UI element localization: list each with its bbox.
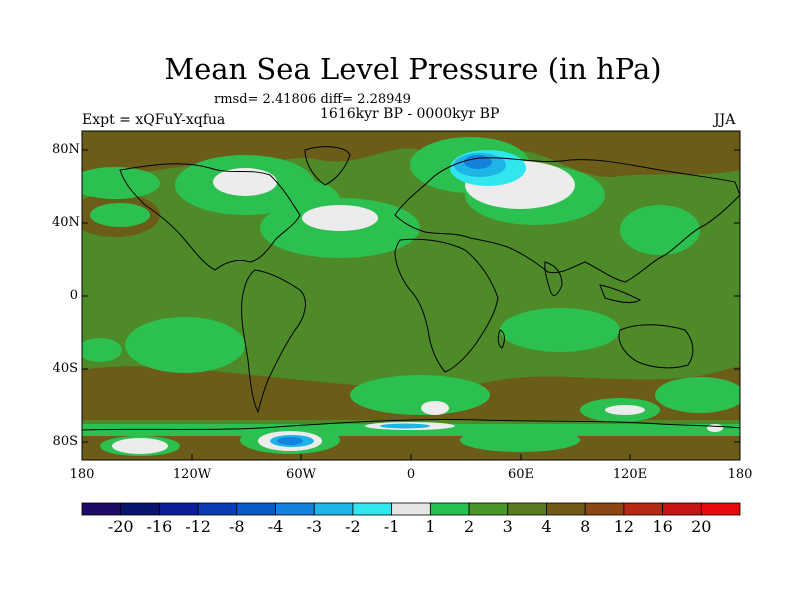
colorbar-label: -16: [146, 517, 173, 536]
lon-tick-label: 60E: [507, 467, 535, 482]
colorbar-label: 20: [691, 517, 712, 536]
colorbar-swatch: [507, 502, 547, 516]
colorbar-swatch: [275, 502, 315, 516]
colorbar-label: 2: [463, 517, 475, 536]
coastlines: [82, 146, 740, 431]
lat-tick-label: 80S: [52, 434, 78, 449]
period-label: 1616kyr BP - 0000kyr BP: [320, 106, 500, 122]
colorbar-label: 1: [425, 517, 436, 536]
green-region: [655, 377, 740, 413]
colorbar-swatch: [662, 502, 702, 516]
green-region: [82, 424, 740, 436]
rmsd-diff-stats: rmsd= 2.41806 diff= 2.28949: [214, 92, 411, 107]
colorbar-swatch: [623, 502, 663, 516]
lon-tick-label: 120W: [172, 467, 212, 482]
lat-tick-label: 40S: [52, 361, 78, 376]
green-region: [500, 308, 620, 352]
north-4-8: [82, 131, 740, 178]
green-region: [350, 375, 490, 415]
season-label: JJA: [714, 112, 736, 128]
blue-region: [464, 155, 492, 169]
lon-tick-label: 180: [69, 467, 95, 482]
colorbar-swatch: [468, 502, 509, 516]
colorbar-swatch: [391, 502, 431, 516]
colorbar-label: -20: [107, 517, 134, 536]
white-region: [707, 424, 723, 432]
colorbar-swatch: [584, 502, 625, 516]
colorbar-label: -3: [306, 517, 323, 536]
blue-region: [380, 423, 430, 429]
lat-tick-label: 0: [69, 288, 78, 303]
white-region: [605, 405, 645, 415]
colorbar-swatch: [81, 502, 122, 516]
colorbar-swatch: [120, 502, 160, 516]
colorbar-label: -12: [185, 517, 211, 536]
white-region: [302, 205, 378, 231]
green-region: [90, 203, 150, 227]
colorbar-label: 3: [502, 517, 513, 536]
lat-tick-label: 80N: [52, 142, 80, 157]
colorbar-label: -2: [345, 517, 361, 536]
green-region: [82, 167, 160, 199]
colorbar-label: -1: [383, 517, 400, 536]
colorbar-swatch: [313, 502, 354, 516]
colorbar-label: -4: [267, 517, 284, 536]
green-region: [82, 338, 122, 362]
colorbar: [81, 502, 741, 516]
lon-tick-label: 120E: [612, 467, 648, 482]
white-region: [112, 438, 168, 454]
colorbar-swatch: [236, 502, 276, 516]
experiment-label: Expt = xQFuY-xqfua: [82, 112, 226, 128]
axis-ticks: [81, 149, 741, 460]
colorbar-swatch: [429, 502, 470, 516]
lat-tick-label: 40N: [52, 215, 80, 230]
lon-tick-label: 180: [727, 467, 753, 482]
colorbar-swatch: [700, 502, 741, 516]
white-region: [421, 401, 449, 415]
green-region: [125, 317, 245, 373]
colorbar-label: 8: [580, 517, 591, 536]
colorbar-swatch: [546, 502, 586, 516]
blue-region: [277, 437, 303, 445]
contour-fills: [82, 131, 740, 460]
colorbar-label: 16: [652, 517, 673, 536]
colorbar-label: 12: [613, 517, 635, 536]
lon-tick-label: 60W: [286, 467, 316, 482]
chart-title: Mean Sea Level Pressure (in hPa): [164, 52, 662, 86]
colorbar-swatch: [159, 502, 199, 516]
green-region: [620, 205, 700, 255]
colorbar-label: 4: [541, 517, 552, 536]
white-region: [213, 168, 277, 196]
colorbar-swatch: [352, 502, 393, 516]
lon-tick-label: 0: [406, 467, 416, 482]
colorbar-label: -8: [229, 517, 245, 536]
colorbar-swatch: [197, 502, 238, 516]
green-region: [460, 428, 580, 452]
